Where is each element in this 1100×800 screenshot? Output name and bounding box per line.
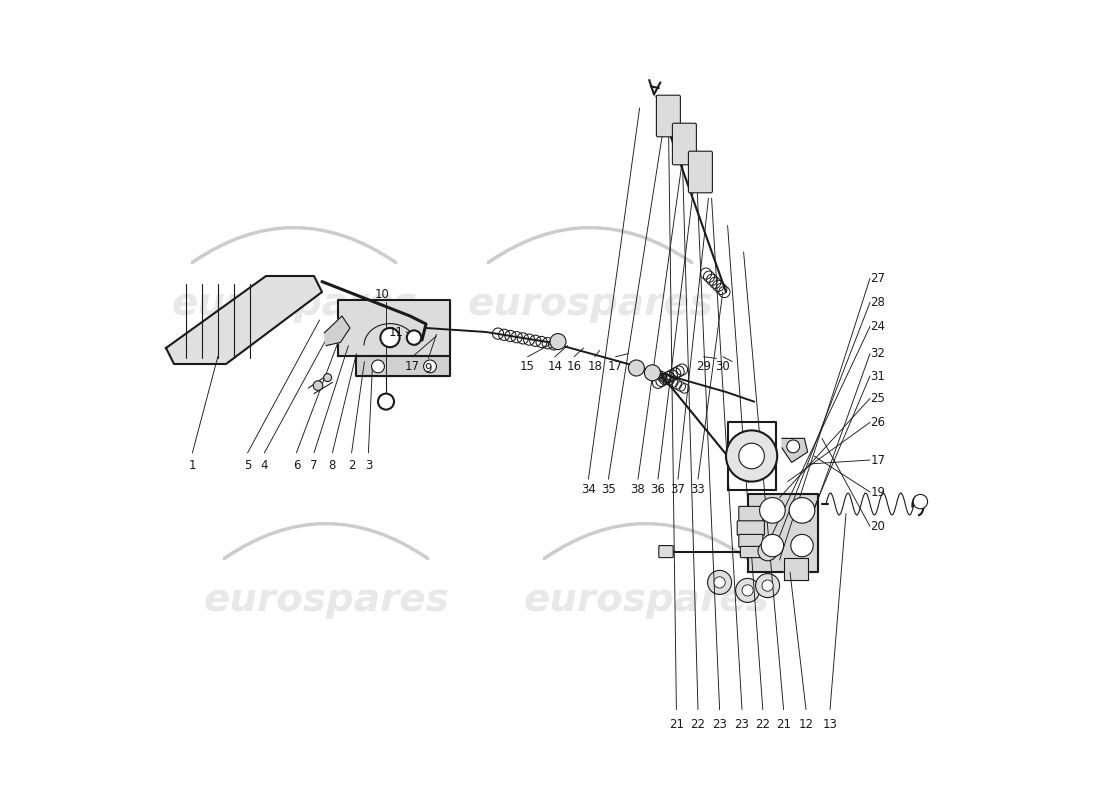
Text: 24: 24 [870,320,886,333]
Text: 28: 28 [870,296,886,309]
Text: 25: 25 [870,392,886,405]
Circle shape [628,360,645,376]
Text: 12: 12 [799,718,814,730]
Circle shape [372,360,384,373]
Text: 20: 20 [870,520,886,533]
FancyBboxPatch shape [659,546,673,558]
Text: 2: 2 [348,459,355,472]
Text: 18: 18 [587,360,602,373]
Text: 33: 33 [691,483,705,496]
Text: 36: 36 [650,483,666,496]
Text: 19: 19 [870,486,886,498]
Circle shape [760,498,785,523]
Polygon shape [166,276,322,364]
Polygon shape [324,316,350,346]
Circle shape [756,574,780,598]
Polygon shape [748,494,818,572]
Circle shape [736,578,760,602]
Circle shape [424,360,437,373]
Circle shape [550,334,566,350]
Text: 11: 11 [389,326,404,338]
Text: 5: 5 [244,459,251,472]
Circle shape [742,585,754,596]
Circle shape [378,394,394,410]
Text: eurospares: eurospares [172,285,417,323]
Text: 35: 35 [601,483,616,496]
Text: 26: 26 [870,416,886,429]
Text: 10: 10 [375,288,389,301]
Text: 29: 29 [696,360,711,373]
Text: 17: 17 [608,360,623,373]
Text: eurospares: eurospares [204,581,449,619]
Text: 27: 27 [870,272,886,285]
Circle shape [645,365,660,381]
FancyBboxPatch shape [739,506,762,522]
Text: 4: 4 [261,459,268,472]
Text: 6: 6 [293,459,300,472]
FancyBboxPatch shape [737,521,764,535]
Text: 7: 7 [310,459,318,472]
Text: 3: 3 [365,459,372,472]
Text: 31: 31 [870,370,886,382]
Circle shape [407,330,421,345]
Circle shape [739,443,764,469]
Text: 17: 17 [405,360,420,373]
Polygon shape [782,438,807,462]
Text: 9: 9 [425,362,432,374]
FancyBboxPatch shape [739,534,762,547]
Text: 23: 23 [712,718,727,730]
Circle shape [791,534,813,557]
FancyBboxPatch shape [689,151,713,193]
Text: 22: 22 [691,718,705,730]
Text: 15: 15 [520,360,535,373]
Text: 22: 22 [756,718,770,730]
Circle shape [786,440,800,453]
Text: 8: 8 [329,459,337,472]
Text: 32: 32 [870,347,886,360]
FancyBboxPatch shape [657,95,681,137]
Text: 21: 21 [669,718,684,730]
Circle shape [314,381,322,390]
Polygon shape [356,356,450,376]
Circle shape [707,570,732,594]
Polygon shape [338,300,450,356]
Text: 37: 37 [671,483,685,496]
Text: 38: 38 [630,483,646,496]
Text: 14: 14 [548,360,562,373]
Circle shape [758,542,778,561]
Circle shape [913,494,927,509]
Circle shape [726,430,778,482]
Text: 21: 21 [777,718,791,730]
Circle shape [323,374,331,382]
Circle shape [381,328,399,347]
FancyBboxPatch shape [740,546,761,558]
FancyBboxPatch shape [672,123,696,165]
Text: 23: 23 [735,718,749,730]
Text: 16: 16 [566,360,582,373]
Circle shape [714,577,725,588]
Circle shape [761,534,783,557]
Text: eurospares: eurospares [524,581,769,619]
Polygon shape [783,558,807,580]
Circle shape [762,580,773,591]
Text: eurospares: eurospares [468,285,713,323]
Text: 30: 30 [715,360,730,373]
Text: 34: 34 [581,483,596,496]
Text: 1: 1 [189,459,196,472]
Text: 17: 17 [870,454,886,466]
Text: 13: 13 [823,718,837,730]
Circle shape [789,498,815,523]
